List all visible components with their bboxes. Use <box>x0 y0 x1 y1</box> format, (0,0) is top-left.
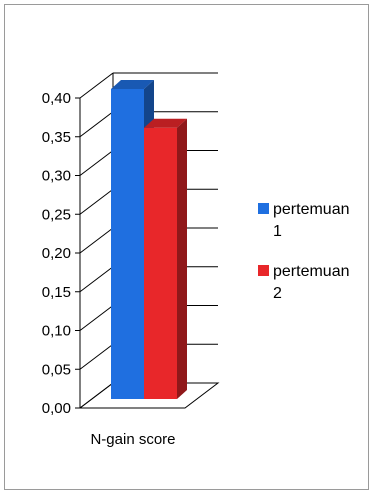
legend-label-2-line2: 2 <box>273 285 282 302</box>
y-tick-label: 0,30 <box>42 168 71 185</box>
y-tick-label: 0,35 <box>42 129 71 146</box>
y-tick-label: 0,40 <box>42 90 71 107</box>
bar-top-2 <box>144 118 187 128</box>
y-axis <box>75 97 81 409</box>
y-tick-label: 0,10 <box>42 323 71 340</box>
y-tick-label: 0,25 <box>42 206 71 223</box>
legend-swatch-2 <box>258 265 269 276</box>
x-category-label: N-gain score <box>90 431 175 448</box>
legend-label-1-line1: pertemuan <box>273 201 350 218</box>
gridline-side <box>79 266 114 293</box>
legend-label-1-line2: 1 <box>273 223 282 240</box>
bar-front-1 <box>111 89 144 399</box>
legend: pertemuan 1 pertemuan 2 <box>258 201 350 302</box>
legend-swatch-1 <box>258 203 269 214</box>
y-tick-labels: 0,00 0,05 0,10 0,15 0,20 0,25 0,30 0,35 0,40 <box>42 90 71 417</box>
gridline-side <box>79 305 114 331</box>
gridline-side <box>79 343 114 370</box>
gridline-side <box>79 382 114 409</box>
bar-front-2 <box>144 127 177 399</box>
y-tick-label: 0,05 <box>42 361 71 378</box>
gridline-side <box>79 150 114 176</box>
gridline-side <box>79 188 114 215</box>
bar-top-1 <box>111 80 154 89</box>
gridline-side <box>79 72 114 99</box>
y-tick-label: 0,15 <box>42 284 71 301</box>
gridline-side <box>79 227 114 254</box>
bar-side-2 <box>177 118 187 399</box>
gridline-side <box>79 111 114 138</box>
y-tick-label: 0,00 <box>42 400 71 417</box>
y-tick-label: 0,20 <box>42 245 71 262</box>
x-tick-labels: N-gain score <box>90 431 175 448</box>
legend-label-2-line1: pertemuan <box>273 263 350 280</box>
bars <box>111 80 187 399</box>
